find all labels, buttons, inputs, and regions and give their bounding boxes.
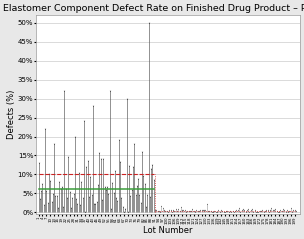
Y-axis label: Defects (%): Defects (%) xyxy=(7,90,16,139)
Title: Elastomer Component Defect Rate on Finished Drug Product – Per Lot: Elastomer Component Defect Rate on Finis… xyxy=(2,4,304,13)
X-axis label: Lot Number: Lot Number xyxy=(143,226,193,235)
